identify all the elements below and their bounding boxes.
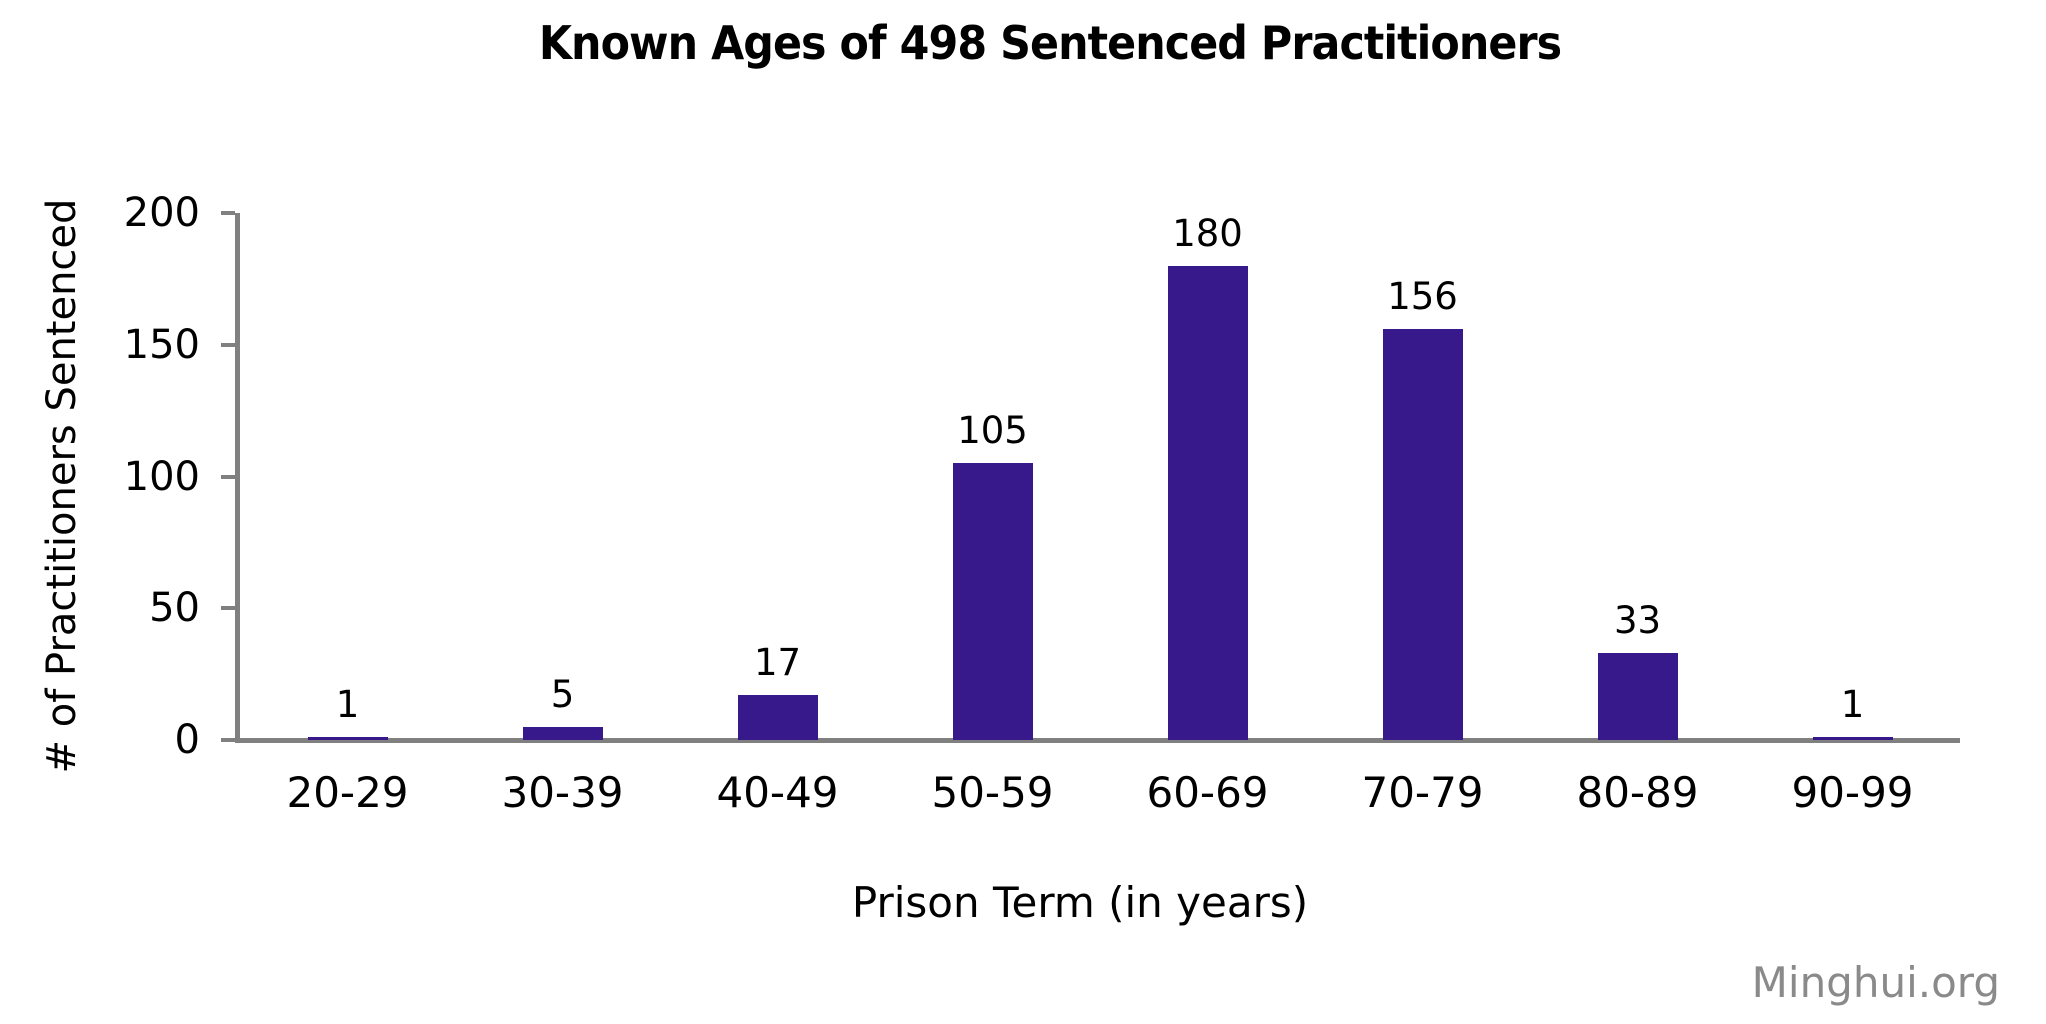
- x-tick-label: 40-49: [716, 768, 839, 817]
- watermark-minghui: Minghui.org: [1751, 958, 2000, 1007]
- x-tick-label: 90-99: [1791, 768, 1914, 817]
- bar-slot-50-59: 105 50-59: [885, 213, 1100, 817]
- bar-40-49: [737, 695, 818, 740]
- bar-60-69: [1167, 265, 1248, 740]
- y-tick-mark: [221, 474, 235, 479]
- bar-value-label: 105: [957, 409, 1028, 453]
- y-axis-line: [235, 213, 240, 743]
- x-tick-label: 20-29: [286, 768, 409, 817]
- x-tick-label: 80-89: [1576, 768, 1699, 817]
- bar-value-label: 1: [1840, 683, 1865, 727]
- bar-70-79: [1382, 328, 1463, 740]
- bar-value-label: 180: [1172, 211, 1243, 255]
- x-axis-line: [235, 738, 1960, 743]
- plot-area: 0 50 100 150 200 1 20-29 5 30-39 17 40-49 105 50-59 1…: [124, 190, 1960, 817]
- bar-value-label: 17: [753, 641, 802, 685]
- y-tick-mark: [221, 606, 235, 611]
- y-tick-label: 0: [174, 717, 200, 763]
- y-tick-mark: [221, 738, 235, 742]
- bar-90-99: [1812, 737, 1893, 740]
- bar-value-label: 33: [1613, 599, 1662, 643]
- bar-slot-60-69: 180 60-69: [1100, 211, 1315, 817]
- bar-slot-80-89: 33 80-89: [1530, 213, 1745, 817]
- bar-50-59: [952, 463, 1033, 740]
- bar-80-89: [1597, 653, 1678, 740]
- bar-slot-30-39: 5 30-39: [455, 213, 670, 817]
- y-tick-label: 100: [123, 453, 200, 500]
- y-tick-mark: [221, 342, 235, 347]
- y-tick-label: 150: [123, 321, 200, 368]
- y-tick-label: 200: [123, 190, 200, 236]
- x-tick-label: 70-79: [1361, 768, 1484, 817]
- bar-value-label: 1: [335, 683, 360, 727]
- y-tick-mark: [221, 211, 235, 215]
- y-axis-title: # of Practitioners Sentenced: [39, 198, 85, 774]
- bar-value-label: 5: [550, 672, 575, 716]
- x-tick-label: 30-39: [501, 768, 624, 817]
- bar-slot-20-29: 1 20-29: [240, 213, 455, 817]
- bar-slot-90-99: 1 90-99: [1745, 213, 1960, 817]
- x-axis-title: Prison Term (in years): [851, 878, 1309, 927]
- bar-20-29: [307, 737, 388, 740]
- bar-value-label: 156: [1387, 274, 1458, 318]
- bar-slot-40-49: 17 40-49: [670, 213, 885, 817]
- x-tick-label: 50-59: [931, 768, 1054, 817]
- y-tick-label: 50: [149, 585, 200, 632]
- x-tick-label: 60-69: [1146, 768, 1269, 817]
- bar-30-39: [522, 726, 603, 740]
- chart-title: Known Ages of 498 Sentenced Practitioner…: [538, 16, 1562, 70]
- bar-slot-70-79: 156 70-79: [1315, 213, 1530, 817]
